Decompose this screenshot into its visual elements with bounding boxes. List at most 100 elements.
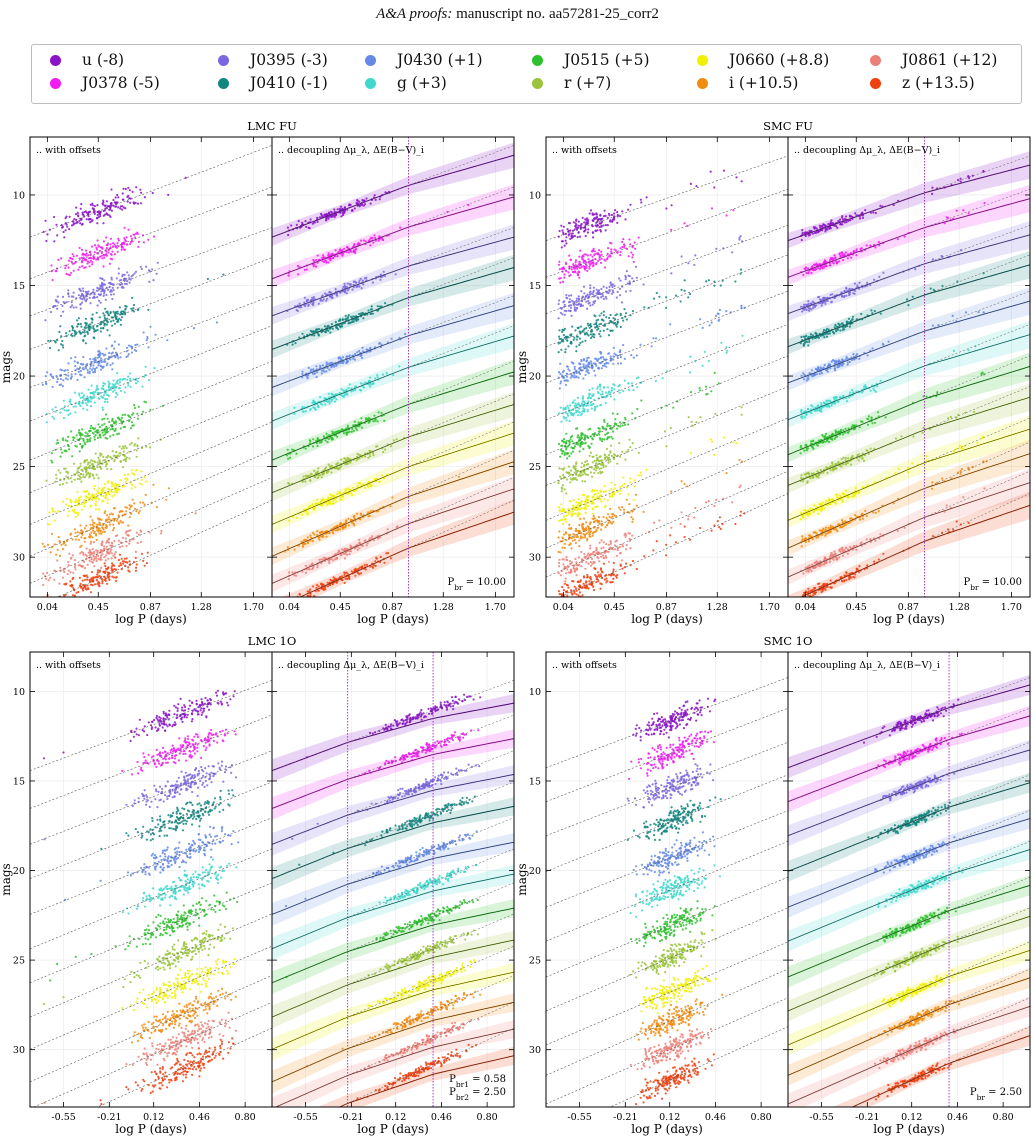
data-point [118, 306, 121, 309]
data-point [56, 307, 59, 310]
data-point [152, 235, 156, 238]
data-point [345, 433, 348, 436]
data-point [85, 252, 88, 255]
data-point [593, 369, 596, 372]
data-point [365, 544, 368, 547]
data-point [83, 210, 86, 214]
data-point [316, 371, 319, 374]
data-point [598, 258, 601, 261]
data-point [83, 560, 86, 563]
data-point [116, 372, 119, 375]
data-point [565, 310, 568, 313]
data-point [102, 321, 105, 324]
data-point [61, 344, 64, 347]
data-point [129, 278, 132, 281]
data-point [147, 379, 151, 382]
data-point [95, 248, 98, 251]
data-point [103, 316, 106, 320]
data-point [106, 582, 109, 585]
data-point [118, 452, 121, 455]
data-point [557, 351, 560, 354]
data-point [577, 231, 580, 234]
data-point [123, 391, 126, 394]
data-point [557, 317, 560, 320]
fit-line-outline [272, 335, 514, 422]
data-point [99, 284, 102, 287]
data-point [104, 353, 107, 356]
data-point [570, 299, 574, 302]
data-point [83, 335, 86, 338]
data-point [372, 420, 375, 423]
data-point [124, 477, 127, 480]
data-point [98, 287, 101, 290]
data-point [343, 526, 346, 529]
data-point [593, 409, 597, 412]
data-point [100, 254, 103, 257]
data-point [689, 182, 693, 185]
data-point [689, 292, 692, 296]
data-point [82, 439, 85, 442]
data-point [105, 460, 108, 463]
data-point [102, 459, 105, 462]
data-point [582, 255, 585, 258]
data-point [127, 414, 130, 417]
x-axis-label: log P (days) [357, 612, 429, 626]
series-j0378 [558, 207, 735, 284]
data-point [317, 405, 320, 409]
data-point [327, 261, 330, 264]
data-point [317, 467, 320, 470]
data-point [319, 441, 322, 444]
data-point [288, 519, 291, 522]
data-point [616, 211, 619, 214]
series-j0395 [557, 235, 744, 320]
data-point [368, 455, 372, 458]
data-point [328, 559, 331, 563]
data-point [120, 557, 123, 560]
data-point [578, 411, 581, 414]
data-point [113, 568, 116, 571]
data-point [54, 410, 57, 413]
data-point [713, 371, 716, 374]
data-point [84, 367, 88, 370]
data-point [595, 263, 598, 266]
data-point [330, 296, 333, 299]
data-point [313, 476, 317, 479]
data-point [79, 322, 82, 326]
data-point [594, 299, 597, 303]
data-point [590, 396, 593, 399]
data-point [618, 287, 622, 290]
data-point [89, 364, 92, 368]
data-point [89, 505, 92, 508]
data-point [320, 372, 323, 375]
data-point [111, 417, 114, 420]
data-point [80, 217, 83, 220]
data-point [94, 356, 97, 359]
data-point [91, 519, 94, 522]
x-tick-label: 1.28 [191, 602, 212, 613]
data-point [117, 267, 120, 270]
data-point [591, 303, 594, 306]
data-point [564, 348, 567, 351]
data-point [566, 365, 569, 368]
data-point [93, 532, 96, 535]
data-point [379, 273, 382, 276]
fit-line-reference [30, 360, 272, 461]
data-point [89, 472, 92, 475]
legend-label: J0395 (-3) [250, 51, 328, 69]
legend-item-j0430: J0430 (+1) [365, 49, 483, 71]
data-point [127, 274, 130, 277]
data-point [99, 454, 102, 457]
data-point [591, 366, 594, 369]
data-point [137, 308, 140, 311]
legend-item-u: u (-8) [50, 49, 124, 71]
data-point [92, 477, 96, 480]
data-point [600, 356, 603, 359]
data-point [124, 460, 128, 463]
data-point [337, 551, 340, 554]
data-point [372, 241, 375, 244]
data-point [333, 577, 336, 580]
data-point [351, 209, 354, 212]
data-point [79, 545, 82, 549]
data-point [124, 187, 127, 191]
